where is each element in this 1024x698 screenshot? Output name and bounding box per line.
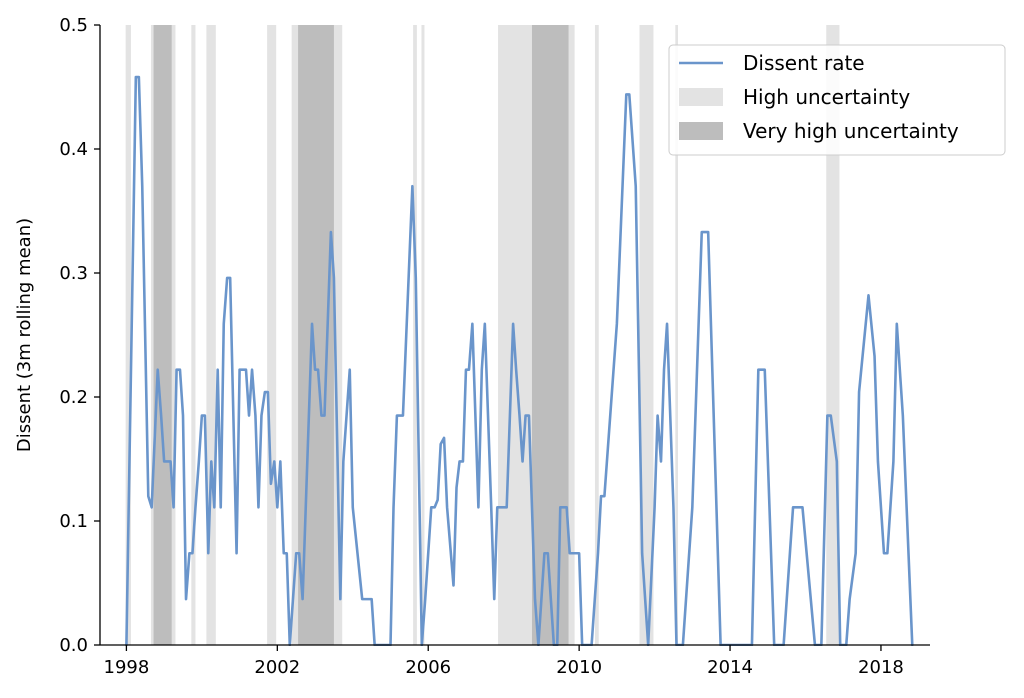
y-tick-label: 0.1 bbox=[59, 511, 88, 532]
high-uncertainty-band bbox=[267, 25, 277, 645]
x-tick-label: 1998 bbox=[104, 657, 150, 678]
x-tick-label: 2010 bbox=[556, 657, 602, 678]
legend-label: Dissent rate bbox=[743, 51, 865, 75]
x-tick-label: 2014 bbox=[707, 657, 753, 678]
x-tick-label: 2006 bbox=[405, 657, 451, 678]
dissent-rate-line bbox=[125, 75, 914, 646]
x-tick-label: 2018 bbox=[858, 657, 904, 678]
high-uncertainty-band bbox=[125, 25, 131, 645]
dissent-series bbox=[125, 75, 914, 646]
legend-box bbox=[668, 44, 1006, 156]
y-tick-label: 0.2 bbox=[59, 387, 88, 408]
legend-high-swatch bbox=[679, 88, 723, 106]
y-tick-label: 0.4 bbox=[59, 139, 88, 160]
very-high-uncertainty-band bbox=[153, 25, 172, 645]
high-uncertainty-band bbox=[191, 25, 196, 645]
legend-label: High uncertainty bbox=[743, 85, 910, 109]
legend-very-high-swatch bbox=[679, 122, 723, 140]
y-axis-title: Dissent (3m rolling mean) bbox=[14, 218, 35, 452]
legend: Dissent rate High uncertainty Very high un… bbox=[668, 44, 1006, 156]
high-uncertainty-band bbox=[639, 25, 654, 645]
y-tick-label: 0.3 bbox=[59, 263, 88, 284]
y-tick-label: 0.5 bbox=[59, 15, 88, 36]
x-tick-label: 2002 bbox=[254, 657, 300, 678]
uncertainty-bands bbox=[125, 25, 840, 645]
high-uncertainty-band bbox=[421, 25, 425, 645]
high-uncertainty-band bbox=[206, 25, 216, 645]
high-uncertainty-band bbox=[675, 25, 678, 645]
axes: 0.0 0.1 0.2 0.3 0.4 0.5 1998 2002 2006 2010 2014 20… bbox=[59, 15, 930, 678]
high-uncertainty-band bbox=[594, 25, 599, 645]
high-uncertainty-band bbox=[413, 25, 417, 645]
y-tick-label: 0.0 bbox=[59, 635, 88, 656]
legend-label: Very high uncertainty bbox=[743, 119, 959, 143]
very-high-uncertainty-band bbox=[531, 25, 569, 645]
